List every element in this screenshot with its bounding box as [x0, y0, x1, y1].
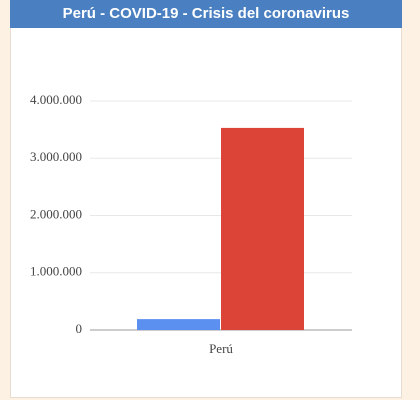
- x-tick-label: Perú: [209, 341, 233, 356]
- y-tick-label: 2.000.000: [30, 206, 82, 221]
- widget-panel: [10, 0, 402, 398]
- chart-title: Perú - COVID-19 - Crisis del coronavirus: [10, 0, 402, 28]
- y-tick-label: 3.000.000: [30, 149, 82, 164]
- y-tick-label: 4.000.000: [30, 92, 82, 107]
- bar: [221, 127, 304, 330]
- y-tick-label: 1.000.000: [30, 264, 82, 279]
- y-tick-label: 0: [76, 321, 83, 336]
- bar: [137, 319, 220, 330]
